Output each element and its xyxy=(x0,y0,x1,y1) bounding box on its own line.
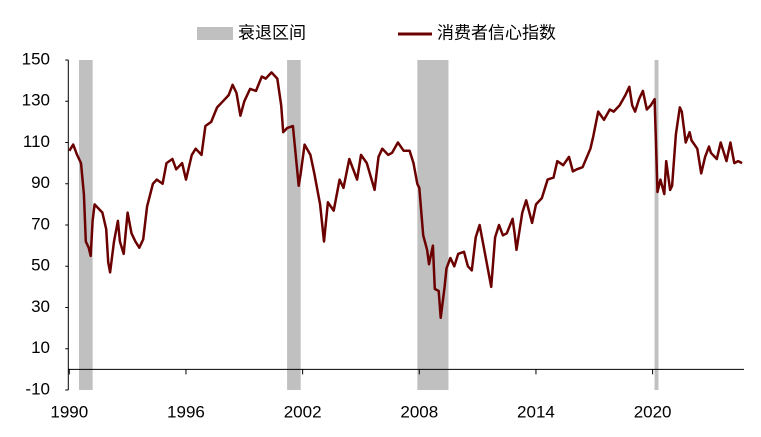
legend-label: 消费者信心指数 xyxy=(437,23,556,42)
y-tick-label: 10 xyxy=(31,338,50,357)
x-tick-label: 2008 xyxy=(400,402,438,421)
y-tick-label: 150 xyxy=(22,49,50,68)
x-tick-label: 2002 xyxy=(284,402,322,421)
x-tick-label: 1996 xyxy=(167,402,205,421)
y-tick-label: 130 xyxy=(22,91,50,110)
y-tick-label: 30 xyxy=(31,297,50,316)
legend-recession-swatch xyxy=(197,27,233,40)
legend-label: 衰退区间 xyxy=(238,23,306,42)
series-line xyxy=(68,71,743,320)
recession-band xyxy=(654,60,659,390)
y-tick-label: 110 xyxy=(23,132,50,151)
y-tick-label: -10 xyxy=(25,379,50,398)
x-tick-label: 2014 xyxy=(517,402,555,421)
recession-band xyxy=(287,60,301,390)
x-tick-label: 2020 xyxy=(634,402,672,421)
y-tick-label: 90 xyxy=(31,173,50,192)
x-tick-label: 1990 xyxy=(50,402,88,421)
y-tick-label: 70 xyxy=(31,214,50,233)
y-tick-label: 50 xyxy=(31,256,50,275)
